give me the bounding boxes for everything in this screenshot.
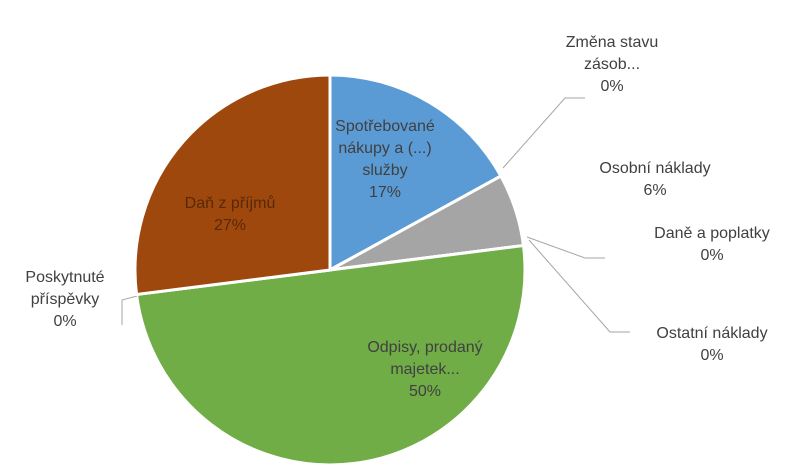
value-label: 50% bbox=[408, 383, 442, 400]
data-label: Spotřebované nákupy a (...) služby 17% bbox=[325, 116, 445, 204]
category-name: Daň z příjmů bbox=[184, 195, 276, 212]
pie-slice bbox=[328, 73, 503, 273]
data-label: Daň z příjmů 27% bbox=[170, 193, 290, 237]
value-label: 0% bbox=[600, 78, 624, 95]
value-label: 17% bbox=[368, 184, 402, 201]
leader-line bbox=[502, 97, 585, 169]
leader-line bbox=[528, 239, 630, 333]
leader-line bbox=[121, 295, 138, 325]
leader-line bbox=[526, 236, 605, 259]
category-name: Změna stavu zásob... bbox=[565, 34, 659, 73]
value-label: 0% bbox=[53, 313, 77, 330]
category-name: Osobní náklady bbox=[599, 160, 711, 177]
value-label: 0% bbox=[700, 347, 724, 364]
data-label: Ostatní náklady 0% bbox=[627, 323, 797, 367]
category-name: Odpisy, prodaný majetek... bbox=[367, 339, 483, 378]
category-name: Ostatní náklady bbox=[656, 325, 768, 342]
data-label: Poskytnuté příspěvky 0% bbox=[5, 267, 125, 333]
data-label: Odpisy, prodaný majetek... 50% bbox=[350, 337, 500, 403]
data-label: Osobní náklady 6% bbox=[580, 158, 730, 202]
category-name: Daně a poplatky bbox=[654, 225, 770, 242]
category-name: Poskytnuté příspěvky bbox=[25, 269, 105, 308]
pie-slice bbox=[133, 73, 332, 297]
pie-slice bbox=[134, 243, 527, 466]
category-name: Spotřebované nákupy a (...) služby bbox=[335, 118, 435, 179]
value-label: 0% bbox=[700, 247, 724, 264]
value-label: 6% bbox=[643, 182, 667, 199]
data-label: Změna stavu zásob... 0% bbox=[552, 32, 672, 98]
data-label: Daně a poplatky 0% bbox=[627, 223, 797, 267]
value-label: 27% bbox=[213, 217, 247, 234]
